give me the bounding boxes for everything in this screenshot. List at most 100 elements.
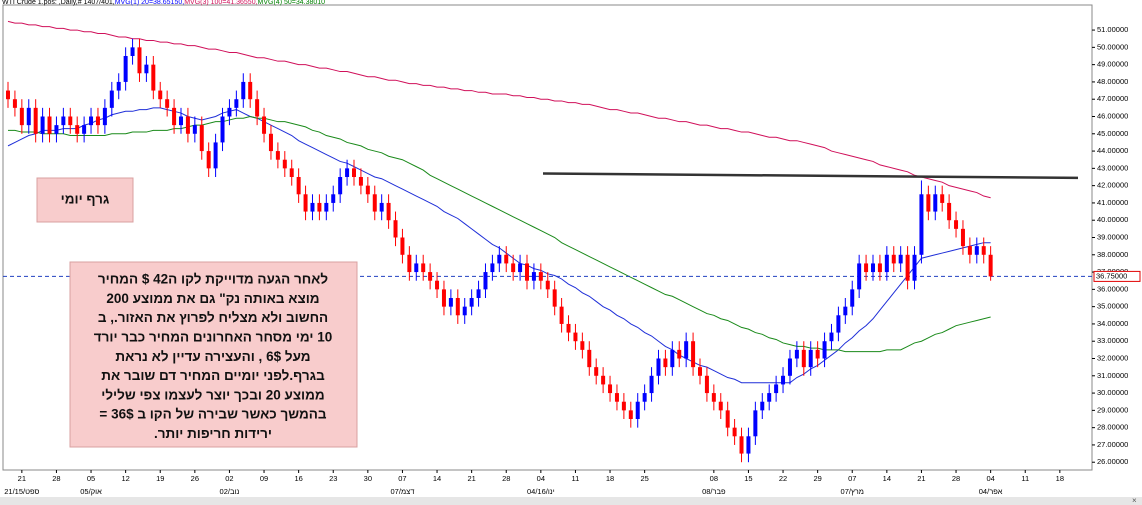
x-tick-label: 14: [883, 474, 891, 483]
comment-line: ממוצע 20 ובכך יוצר לעצמו צפי שלילי: [101, 387, 324, 402]
candle-body: [926, 194, 931, 212]
candle-body: [358, 176, 363, 186]
candle-body: [227, 107, 232, 117]
y-tick-label: 28.00000: [1097, 423, 1128, 432]
candle-body: [448, 298, 453, 307]
candle-body: [130, 47, 135, 56]
candle-body: [822, 341, 827, 359]
candle-body: [691, 341, 696, 368]
candle-body: [165, 99, 170, 108]
candle-body: [621, 401, 626, 411]
x-tick-label: 23: [329, 474, 337, 483]
candle-body: [974, 246, 979, 255]
comment-line: מעל 6$ , והעצירה עדיין לא נראת: [115, 349, 310, 364]
x-tick-label: 14: [433, 474, 441, 483]
candle-body: [559, 306, 564, 324]
candle-body: [760, 401, 765, 411]
y-tick-label: 31.00000: [1097, 371, 1128, 380]
x-tick-label: 29: [813, 474, 821, 483]
candle-body: [981, 246, 986, 255]
candle-body: [808, 349, 813, 368]
candle-body: [324, 202, 329, 212]
candle-body: [185, 116, 190, 134]
candle-body: [144, 64, 149, 74]
candle-body: [400, 237, 405, 255]
marks: [3, 20, 1092, 463]
x-tick-label: 28: [52, 474, 60, 483]
x-tick-label: 15: [744, 474, 752, 483]
candle-body: [428, 272, 433, 281]
x-tick-label: 04: [537, 474, 545, 483]
candle-body: [158, 90, 163, 100]
candle-body: [566, 323, 571, 333]
close-icon[interactable]: ×: [1132, 496, 1137, 505]
month-label: 07/מרץ: [841, 487, 864, 496]
candle-body: [960, 228, 965, 247]
month-label: 04/אפר: [979, 487, 1003, 496]
candle-body: [815, 349, 820, 359]
x-tick-label: 28: [502, 474, 510, 483]
candle-body: [656, 358, 661, 376]
resistance-line: [542, 172, 1079, 180]
x-tick-label: 07: [398, 474, 406, 483]
candle-body: [988, 254, 993, 277]
comment-line: ירידות חריפות יותר.: [154, 426, 272, 441]
candle-body: [137, 47, 142, 74]
candle-body: [725, 410, 730, 428]
x-tick-label: 21: [917, 474, 925, 483]
candle-body: [338, 176, 343, 195]
candle-body: [386, 202, 391, 221]
candle-body: [483, 272, 488, 290]
candle-body: [469, 298, 474, 307]
candle-body: [303, 194, 308, 212]
candle-body: [275, 151, 280, 160]
comment-box: [69, 261, 358, 448]
scroll-strip: [0, 497, 1142, 505]
candle-body: [116, 81, 121, 91]
candle-body: [123, 55, 128, 82]
month-label: 04/16/ינו: [527, 487, 555, 496]
candle-body: [102, 107, 107, 126]
candle-body: [525, 263, 529, 281]
title-part: MVG(1) 20=38.65150,: [115, 0, 185, 6]
y-tick-label: 51.00000: [1097, 25, 1128, 34]
candle-body: [531, 272, 536, 281]
candle-body: [262, 116, 267, 134]
last-price-label: 36.75000: [1096, 271, 1127, 280]
candle-body: [82, 125, 87, 134]
x-tick-label: 09: [260, 474, 268, 483]
candle-body: [365, 185, 370, 195]
candle-body: [414, 263, 419, 273]
candle-body: [891, 254, 896, 264]
candle-body: [538, 272, 543, 281]
comment-line: בגרף.לפני יומיים המחיר דם שובר את: [101, 368, 325, 383]
candle-body: [753, 410, 758, 437]
candle-body: [670, 349, 675, 368]
candle-body: [61, 116, 66, 126]
candle-body: [739, 436, 744, 454]
candle-body: [19, 107, 24, 126]
candle-body: [857, 263, 862, 290]
comment-line: לאחר הגעה מדוייקת לקו ה42 $ המחיר: [98, 272, 329, 287]
candle-body: [199, 125, 204, 152]
candle-body: [33, 107, 38, 134]
candle-body: [393, 220, 398, 238]
month-label: 02/נוב: [220, 487, 240, 496]
candle-body: [6, 90, 10, 100]
candle-body: [220, 116, 225, 143]
candle-body: [905, 254, 910, 281]
candle-body: [594, 367, 599, 376]
chart-title: WTI Crude 1.pos: ,Daily,# 1407/401,MVG(1…: [2, 0, 325, 6]
x-tick-label: 08: [710, 474, 718, 483]
candle-body: [172, 107, 177, 126]
candle-body: [794, 349, 799, 359]
candle-body: [677, 349, 682, 359]
candle-body: [179, 116, 183, 126]
y-tick-label: 40.00000: [1097, 215, 1128, 224]
candle-body: [95, 116, 100, 126]
candle-body: [732, 427, 737, 437]
comment-line: בהמשך כאשר שבירה של הקו ב 36$ =: [99, 407, 327, 422]
candle-body: [829, 332, 834, 342]
x-tick-label: 28: [952, 474, 960, 483]
y-tick-label: 30.00000: [1097, 388, 1128, 397]
